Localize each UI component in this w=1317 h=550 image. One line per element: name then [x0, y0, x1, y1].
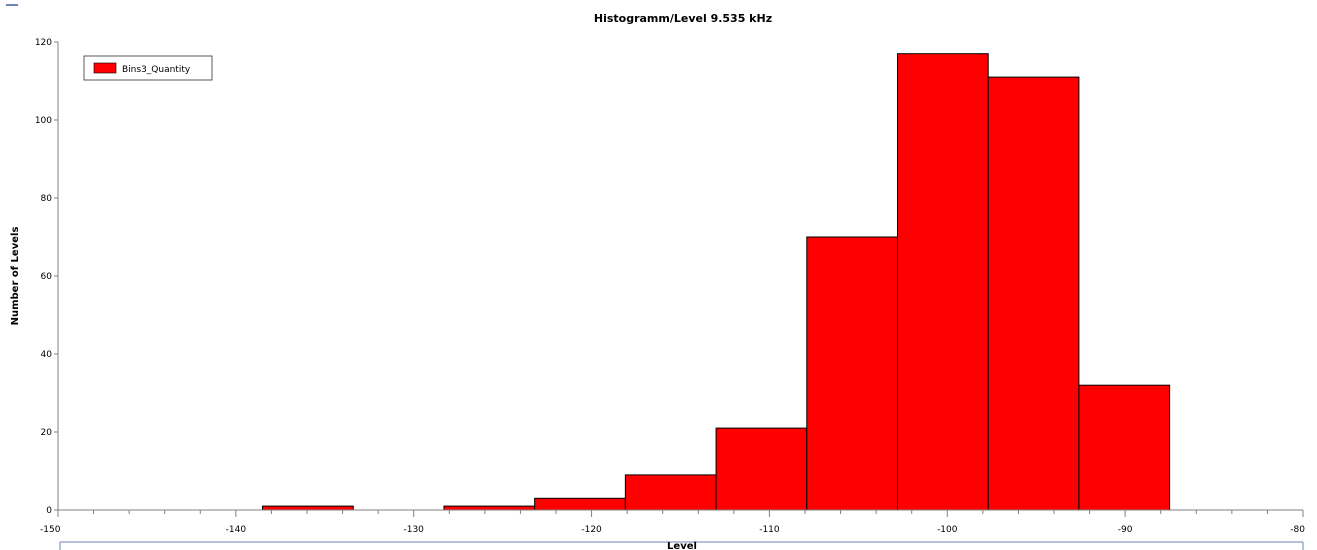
histogram-bar	[443, 505, 536, 511]
histogram-bar	[534, 497, 626, 511]
x-axis-title: Level	[667, 541, 697, 550]
histogram-bar	[1078, 384, 1171, 511]
x-tick-label: -90	[1118, 525, 1133, 535]
y-tick-label: 60	[41, 272, 53, 282]
y-tick-label: 0	[46, 506, 52, 516]
y-tick-label: 40	[41, 350, 53, 360]
bars-group	[262, 53, 1171, 511]
y-tick-label: 80	[41, 194, 53, 204]
histogram-bar	[806, 236, 898, 511]
y-tick-label: 100	[35, 116, 52, 126]
legend-label: Bins3_Quantity	[122, 65, 191, 75]
legend-swatch	[93, 62, 117, 74]
x-axis-ticks: -150 -140 -130 -120 -110 -100 -90 -80	[40, 510, 1305, 535]
chart-title: Histogramm/Level 9.535 kHz	[594, 12, 772, 25]
x-tick-label: -140	[226, 525, 247, 535]
histogram-bar	[987, 76, 1080, 511]
x-tick-label: -150	[40, 525, 61, 535]
histogram-bar	[715, 427, 808, 511]
histogram-bar	[262, 505, 354, 511]
y-tick-label: 20	[41, 428, 53, 438]
y-axis-title: Number of Levels	[10, 227, 21, 326]
x-tick-label: -80	[1290, 525, 1305, 535]
x-tick-label: -100	[937, 525, 958, 535]
y-axis-ticks: 0 20 40 60 80 100 120	[35, 38, 58, 516]
legend[interactable]: Bins3_Quantity	[83, 55, 213, 81]
histogram-bar	[896, 53, 989, 511]
window-corner-mark	[6, 4, 18, 6]
x-tick-label: -130	[403, 525, 424, 535]
histogram-bar	[624, 474, 717, 511]
x-tick-label: -120	[581, 525, 602, 535]
x-tick-label: -110	[759, 525, 780, 535]
y-tick-label: 120	[35, 38, 52, 48]
